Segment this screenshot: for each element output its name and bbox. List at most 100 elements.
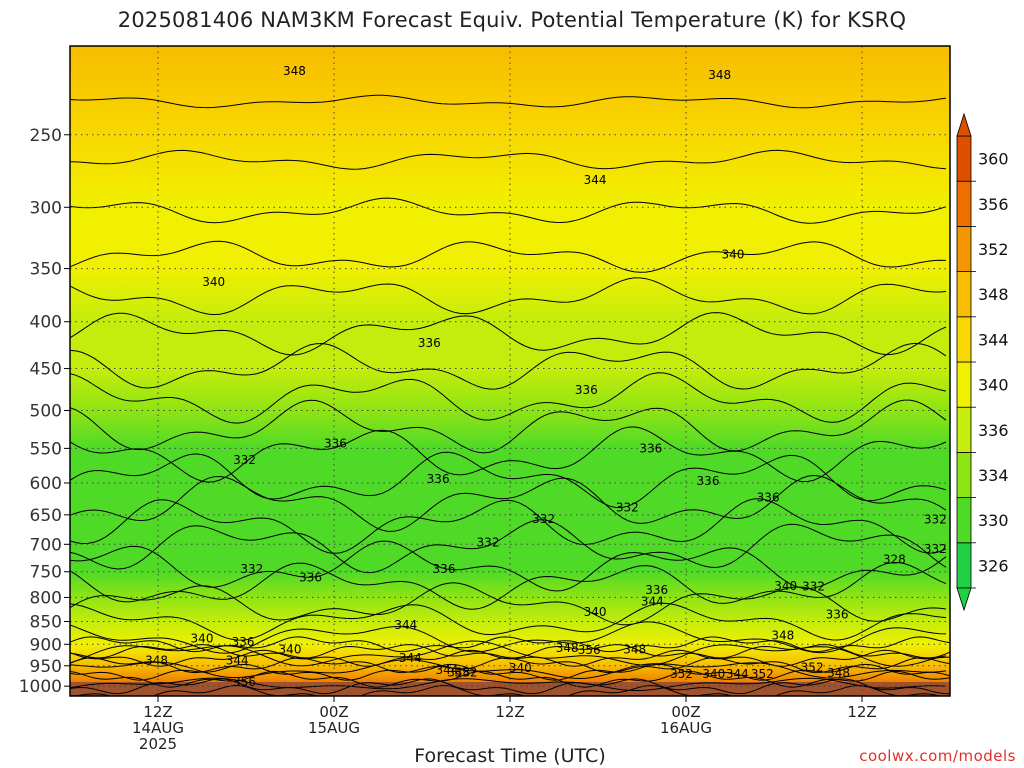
y-tick-label: 750: [30, 563, 62, 583]
x-tick-label: 00Z: [671, 703, 700, 721]
contour-label: 332: [616, 500, 639, 514]
x-tick-label: 14AUG: [132, 719, 184, 737]
contour-line: [70, 602, 947, 641]
contour-label: 336: [645, 583, 668, 597]
contour-label: 348: [447, 665, 470, 679]
contour-label: 352: [801, 660, 824, 674]
colorbar-segment: [956, 542, 972, 589]
contour-label: 332: [477, 536, 500, 550]
colorbar-segment: [956, 135, 972, 182]
contour-label: 336: [826, 607, 849, 621]
gridlines: [70, 46, 950, 696]
x-axis-label: Forecast Time (UTC): [414, 745, 606, 767]
x-tick-label: 2025: [139, 735, 177, 753]
contour-label: 348: [145, 653, 168, 667]
contour-line: [70, 474, 947, 532]
contour-line: [70, 451, 947, 508]
contour-label: 336: [299, 571, 322, 585]
contour-lines: [70, 94, 950, 696]
contour-label: 348: [827, 666, 850, 680]
contour-line: [70, 582, 947, 626]
contour-line: [70, 342, 947, 390]
contour-line: [70, 561, 947, 610]
contour-line: [70, 149, 947, 170]
colorbar-segment: [956, 451, 972, 498]
contour-label: 344: [226, 653, 249, 667]
y-tick-label: 300: [30, 198, 62, 218]
contour-label: 332: [240, 562, 263, 576]
contour-label: 348: [283, 64, 306, 78]
colorbar-label: 352: [978, 240, 1009, 259]
x-tick-label: 00Z: [319, 703, 348, 721]
contour-label: 332: [532, 512, 555, 526]
contour-line: [70, 277, 947, 316]
contour-line: [70, 94, 947, 109]
contour-line: [70, 519, 947, 574]
contour-label: 344: [726, 667, 749, 681]
contour-label: 336: [757, 490, 780, 504]
contour-label: 340: [191, 631, 214, 645]
contour-label: 336: [324, 436, 347, 450]
y-tick-label: 250: [30, 126, 62, 146]
contour-line: [70, 659, 947, 680]
colorbar-segment: [956, 406, 972, 453]
contour-label: 340: [721, 248, 744, 262]
contour-label: 348: [623, 643, 646, 657]
contour-label: 336: [427, 472, 450, 486]
colorbar-label: 340: [978, 376, 1009, 395]
contour-label: 332: [233, 453, 256, 467]
x-tick-label: 12Z: [847, 703, 876, 721]
colorbar-label: 348: [978, 285, 1009, 304]
contour-label: 356: [578, 643, 601, 657]
contour-label: 340: [509, 661, 532, 675]
colorbar-high-arrow: [956, 112, 972, 137]
x-tick-label: 16AUG: [660, 719, 712, 737]
contour-label: 352: [670, 667, 693, 681]
y-tick-label: 550: [30, 439, 62, 459]
colorbar-segment: [956, 180, 972, 227]
y-tick-label: 500: [30, 401, 62, 421]
contour-line: [70, 678, 950, 695]
colorbar-segment: [956, 271, 972, 318]
contour-label: 332: [924, 513, 947, 527]
y-tick-label: 450: [30, 360, 62, 380]
colorbar-label: 344: [978, 330, 1009, 349]
colorbar-low-arrow: [956, 587, 972, 612]
colorbar-segment: [956, 225, 972, 272]
contour-label: 336: [232, 635, 255, 649]
contour-label: 340: [279, 643, 302, 657]
contour-line: [70, 399, 947, 454]
x-tick-label: 12Z: [495, 703, 524, 721]
contour-label: 344: [584, 173, 607, 187]
contour-label: 332: [802, 579, 825, 593]
y-tick-label: 350: [30, 260, 62, 280]
contour-line: [70, 426, 947, 483]
colorbar-label: 326: [978, 556, 1009, 575]
contour-label: 340: [584, 605, 607, 619]
contour-line: [70, 670, 950, 688]
contour-line: [70, 663, 950, 681]
contour-line: [70, 240, 947, 273]
contour-label: 332: [924, 542, 947, 556]
colorbar-label: 330: [978, 511, 1009, 530]
contour-line: [70, 684, 942, 696]
contour-line: [70, 312, 947, 356]
colorbar-segment: [956, 497, 972, 544]
contour-line: [70, 372, 947, 424]
credit-link[interactable]: coolwx.com/models: [859, 747, 1016, 765]
contour-line: [70, 498, 947, 554]
y-tick-label: 950: [30, 657, 62, 677]
contour-label: 344: [394, 618, 417, 632]
colorbar-label: 356: [978, 195, 1009, 214]
y-tick-label: 400: [30, 313, 62, 333]
x-tick-label: 15AUG: [308, 719, 360, 737]
contour-line: [70, 677, 947, 691]
y-tick-label: 900: [30, 635, 62, 655]
y-axis: 2503003504004505005506006507007508008509…: [19, 126, 70, 697]
chart-title: 2025081406 NAM3KM Forecast Equiv. Potent…: [117, 8, 907, 32]
contour-label: 344: [435, 663, 458, 677]
y-tick-label: 850: [30, 613, 62, 633]
